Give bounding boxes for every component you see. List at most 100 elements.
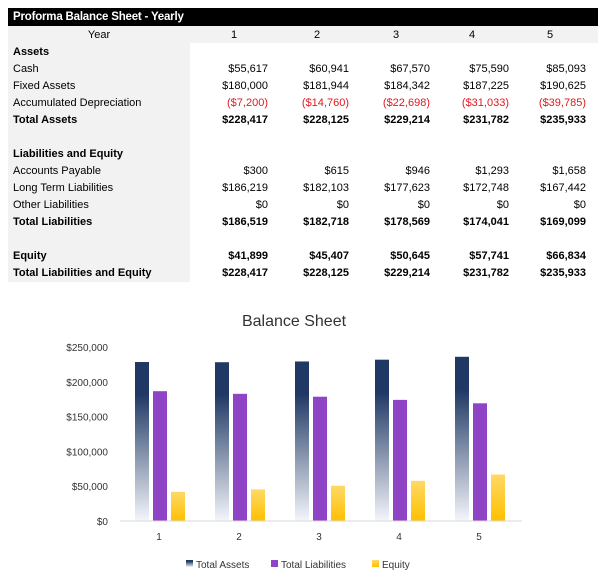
label-column-background: [8, 26, 190, 282]
cell-value: $235,933: [540, 267, 586, 279]
table-row: Fixed Assets $180,000 $181,944 $184,342 $187…: [8, 78, 598, 95]
legend-label: Total Liabilities: [281, 560, 346, 571]
cell-value: $300: [243, 165, 268, 177]
row-label: Accumulated Depreciation: [13, 97, 142, 109]
row-label: Fixed Assets: [13, 80, 76, 92]
cell-value: $172,748: [463, 182, 509, 194]
cell-value: $174,041: [463, 216, 509, 228]
table-row: Accounts Payable $300 $615 $946 $1,293 $1,658: [8, 163, 598, 180]
cell-value: $946: [405, 165, 430, 177]
cell-value: $228,125: [303, 114, 349, 126]
cell-value: $75,590: [469, 63, 509, 75]
cell-value: $181,944: [303, 80, 349, 92]
cell-value: $0: [255, 199, 268, 211]
row-label: Accounts Payable: [13, 165, 102, 177]
cell-value: $55,617: [228, 63, 268, 75]
cell-value: $85,093: [546, 63, 586, 75]
table-row: Total Liabilities $186,519 $182,718 $178,56…: [8, 214, 598, 231]
cell-value: $229,214: [384, 267, 430, 279]
cell-value: $50,645: [390, 250, 430, 262]
cell-value: $0: [417, 199, 430, 211]
bar-equity: [491, 474, 505, 521]
cell-value: ($7,200): [227, 97, 268, 109]
bar-total-assets: [215, 362, 229, 521]
row-label: Assets: [13, 46, 50, 58]
cell-value: $0: [336, 199, 349, 211]
table-row: Liabilities and Equity: [8, 146, 598, 163]
cell-value: $57,741: [469, 250, 509, 262]
year-label: Year: [87, 29, 111, 41]
bar-total-liabilities: [233, 393, 247, 521]
cell-value: $41,899: [228, 250, 268, 262]
y-tick-label: $0: [97, 517, 109, 528]
sheet-title: Proforma Balance Sheet - Yearly: [8, 8, 598, 26]
cell-value: ($39,785): [538, 97, 586, 109]
cell-value: ($31,033): [461, 97, 509, 109]
row-label: Liabilities and Equity: [13, 148, 124, 160]
bar-equity: [251, 489, 265, 521]
cell-value: $169,099: [540, 216, 586, 228]
bar-total-assets: [455, 356, 469, 521]
row-label: Other Liabilities: [13, 199, 89, 211]
y-tick-label: $100,000: [66, 447, 108, 458]
cell-value: $0: [573, 199, 586, 211]
x-tick-label: 3: [316, 532, 322, 543]
cell-value: $229,214: [384, 114, 430, 126]
legend-swatch: [372, 560, 379, 567]
legend-label: Equity: [382, 560, 410, 571]
cell-value: $184,342: [384, 80, 430, 92]
table-row: [8, 231, 598, 248]
year-header: 2: [313, 29, 321, 41]
cell-value: $0: [496, 199, 509, 211]
legend-swatch: [186, 560, 193, 567]
row-label: Long Term Liabilities: [13, 182, 114, 194]
y-tick-label: $200,000: [66, 378, 108, 389]
bar-total-liabilities: [473, 403, 487, 521]
cell-value: $228,417: [222, 114, 268, 126]
year-header: 3: [392, 29, 400, 41]
year-header: 5: [546, 29, 554, 41]
bar-total-liabilities: [313, 396, 327, 521]
y-tick-label: $50,000: [72, 482, 109, 493]
balance-sheet-chart: Balance Sheet $0 $50,000 $100,000 $150,000 $…: [66, 313, 522, 571]
cell-value: $167,442: [540, 182, 586, 194]
legend-label: Total Assets: [196, 560, 249, 571]
bar-total-assets: [375, 359, 389, 521]
cell-value: $186,519: [222, 216, 268, 228]
cell-value: $231,782: [463, 114, 509, 126]
cell-value: $177,623: [384, 182, 430, 194]
row-label: Total Liabilities and Equity: [13, 267, 152, 279]
year-row: Year 1 2 3 4 5: [8, 27, 598, 44]
x-tick-label: 2: [236, 532, 242, 543]
cell-value: $228,417: [222, 267, 268, 279]
cell-value: $60,941: [309, 63, 349, 75]
table-row: Cash $55,617 $60,941 $67,570 $75,590 $85,093: [8, 61, 598, 78]
cell-value: $1,658: [552, 165, 586, 177]
year-header: 4: [468, 29, 476, 41]
cell-value: ($22,698): [382, 97, 430, 109]
cell-value: $1,293: [475, 165, 509, 177]
bar-equity: [171, 491, 185, 521]
cell-value: $235,933: [540, 114, 586, 126]
table-row: Assets: [8, 44, 598, 61]
bar-total-assets: [135, 362, 149, 521]
cell-value: $228,125: [303, 267, 349, 279]
table-row: Equity $41,899 $45,407 $50,645 $57,741 $66,83…: [8, 248, 598, 265]
table-row: Other Liabilities $0 $0 $0 $0 $0: [8, 197, 598, 214]
table-row: Accumulated Depreciation ($7,200) ($14,760…: [8, 95, 598, 112]
row-label: Cash: [13, 63, 39, 75]
year-header: 1: [230, 29, 238, 41]
cell-value: $67,570: [390, 63, 430, 75]
bar-total-assets: [295, 361, 309, 521]
bar-total-liabilities: [393, 399, 407, 521]
bar-equity: [411, 480, 425, 521]
cell-value: $186,219: [222, 182, 268, 194]
table-row: [8, 129, 598, 146]
x-tick-label: 5: [476, 532, 482, 543]
bar-equity: [331, 485, 345, 521]
x-tick-label: 4: [396, 532, 402, 543]
cell-value: $66,834: [546, 250, 586, 262]
legend-swatch: [271, 560, 278, 567]
y-tick-label: $250,000: [66, 343, 108, 354]
chart-title: Balance Sheet: [242, 313, 347, 330]
